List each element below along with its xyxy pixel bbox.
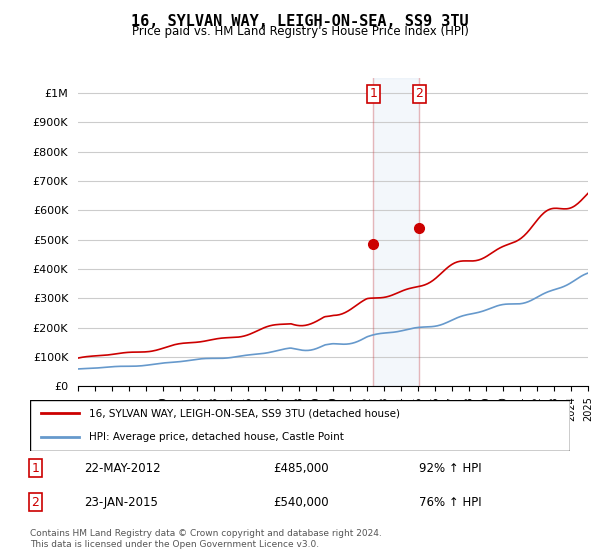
Bar [373, 78, 419, 386]
Text: 1: 1 [370, 87, 377, 100]
Text: 76% ↑ HPI: 76% ↑ HPI [419, 496, 481, 508]
Text: 2: 2 [415, 87, 424, 100]
Text: Price paid vs. HM Land Registry's House Price Index (HPI): Price paid vs. HM Land Registry's House … [131, 25, 469, 38]
Text: 1: 1 [31, 462, 40, 475]
FancyBboxPatch shape [30, 400, 570, 451]
Text: Contains HM Land Registry data © Crown copyright and database right 2024.
This d: Contains HM Land Registry data © Crown c… [30, 529, 382, 549]
Text: 2: 2 [31, 496, 40, 508]
Text: 92% ↑ HPI: 92% ↑ HPI [419, 462, 481, 475]
Text: £485,000: £485,000 [273, 462, 329, 475]
Text: £540,000: £540,000 [273, 496, 329, 508]
Text: 16, SYLVAN WAY, LEIGH-ON-SEA, SS9 3TU: 16, SYLVAN WAY, LEIGH-ON-SEA, SS9 3TU [131, 14, 469, 29]
Text: 16, SYLVAN WAY, LEIGH-ON-SEA, SS9 3TU (detached house): 16, SYLVAN WAY, LEIGH-ON-SEA, SS9 3TU (d… [89, 408, 400, 418]
Text: 23-JAN-2015: 23-JAN-2015 [84, 496, 158, 508]
Text: HPI: Average price, detached house, Castle Point: HPI: Average price, detached house, Cast… [89, 432, 344, 442]
Text: 22-MAY-2012: 22-MAY-2012 [84, 462, 161, 475]
